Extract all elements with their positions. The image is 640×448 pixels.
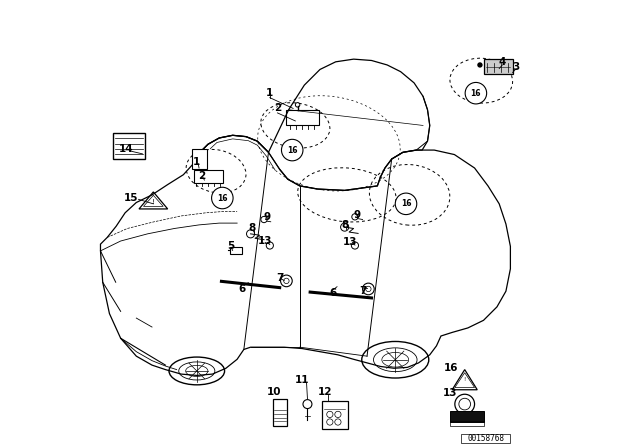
Text: 6: 6 [329, 289, 336, 298]
Text: 16: 16 [444, 363, 458, 373]
Text: !: ! [152, 199, 155, 205]
Text: 16: 16 [287, 146, 298, 155]
Text: 16: 16 [470, 89, 481, 98]
Circle shape [282, 139, 303, 161]
Text: 9: 9 [353, 210, 360, 220]
Text: 8: 8 [341, 220, 348, 230]
Circle shape [212, 187, 233, 209]
Text: 10: 10 [267, 387, 282, 397]
Text: 7: 7 [276, 273, 284, 283]
FancyBboxPatch shape [192, 149, 207, 169]
Text: 00158768: 00158768 [467, 434, 504, 443]
Text: 11: 11 [295, 375, 309, 385]
Text: 9: 9 [264, 212, 271, 222]
Text: 6: 6 [239, 284, 246, 293]
Text: 15: 15 [124, 193, 138, 203]
Text: 5: 5 [228, 241, 235, 250]
Text: 3: 3 [513, 62, 520, 72]
Circle shape [465, 82, 486, 104]
Text: 7: 7 [359, 286, 367, 296]
Circle shape [396, 193, 417, 215]
Text: 8: 8 [248, 223, 255, 233]
FancyBboxPatch shape [450, 411, 484, 422]
Text: 13: 13 [258, 236, 273, 246]
Text: 16: 16 [217, 194, 228, 202]
Text: 12: 12 [318, 387, 333, 397]
Circle shape [477, 62, 483, 68]
Text: 13: 13 [343, 237, 358, 247]
Text: 4: 4 [499, 57, 506, 67]
Circle shape [352, 214, 358, 220]
Text: 2: 2 [198, 171, 205, 181]
Text: 1: 1 [266, 88, 273, 98]
FancyBboxPatch shape [484, 59, 513, 74]
Text: 1: 1 [193, 157, 200, 167]
Text: 2: 2 [274, 103, 281, 113]
Circle shape [261, 216, 267, 223]
Text: !: ! [463, 377, 466, 383]
Text: 13: 13 [443, 388, 457, 398]
Text: 16: 16 [401, 199, 412, 208]
Text: 14: 14 [119, 144, 134, 154]
